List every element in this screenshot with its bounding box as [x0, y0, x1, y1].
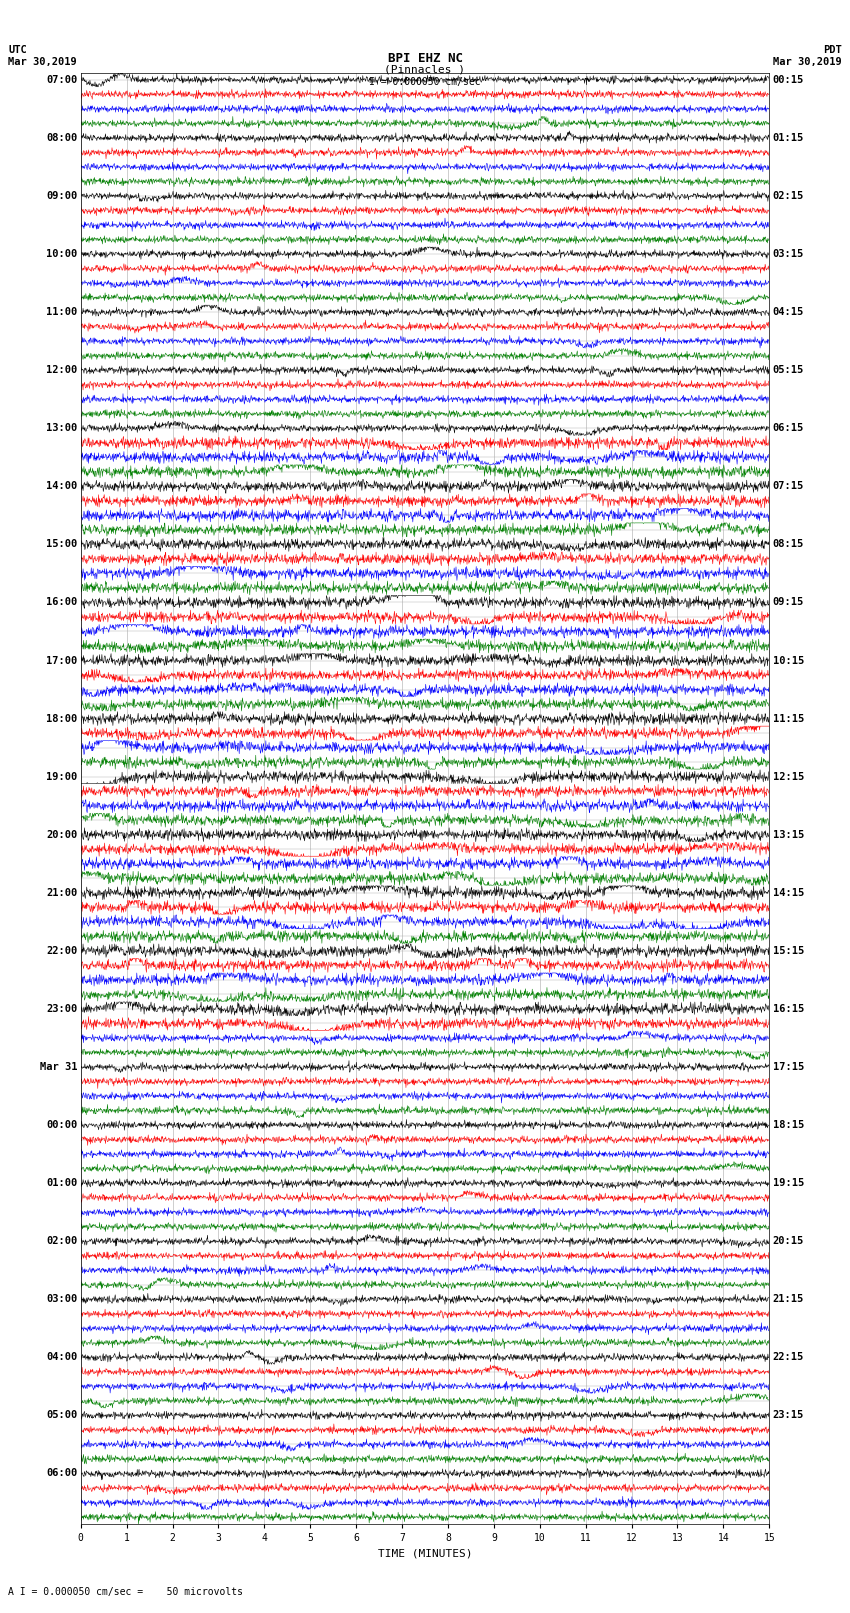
Text: 13:00: 13:00: [46, 423, 77, 434]
Text: 05:15: 05:15: [773, 365, 804, 376]
Text: 13:15: 13:15: [773, 829, 804, 840]
Text: 00:15: 00:15: [773, 74, 804, 85]
Text: 15:00: 15:00: [46, 539, 77, 550]
Text: 11:15: 11:15: [773, 713, 804, 724]
Text: 09:00: 09:00: [46, 190, 77, 202]
Text: 16:15: 16:15: [773, 1003, 804, 1015]
Text: 12:00: 12:00: [46, 365, 77, 376]
Text: (Pinnacles ): (Pinnacles ): [384, 65, 466, 74]
Text: 18:15: 18:15: [773, 1119, 804, 1131]
Text: 23:15: 23:15: [773, 1410, 804, 1421]
Text: 03:15: 03:15: [773, 248, 804, 260]
Text: 08:15: 08:15: [773, 539, 804, 550]
Text: 18:00: 18:00: [46, 713, 77, 724]
Text: 04:00: 04:00: [46, 1352, 77, 1363]
Text: 09:15: 09:15: [773, 597, 804, 608]
Text: 20:00: 20:00: [46, 829, 77, 840]
Text: PDT
Mar 30,2019: PDT Mar 30,2019: [773, 45, 842, 66]
Text: 05:00: 05:00: [46, 1410, 77, 1421]
Text: 02:15: 02:15: [773, 190, 804, 202]
Text: Mar 31: Mar 31: [40, 1061, 77, 1073]
Text: 01:00: 01:00: [46, 1177, 77, 1189]
Text: 03:00: 03:00: [46, 1294, 77, 1305]
Text: 17:15: 17:15: [773, 1061, 804, 1073]
Text: 07:00: 07:00: [46, 74, 77, 85]
Text: 19:00: 19:00: [46, 771, 77, 782]
Text: 00:00: 00:00: [46, 1119, 77, 1131]
Text: 04:15: 04:15: [773, 306, 804, 318]
X-axis label: TIME (MINUTES): TIME (MINUTES): [377, 1548, 473, 1558]
Text: 07:15: 07:15: [773, 481, 804, 492]
Text: 10:00: 10:00: [46, 248, 77, 260]
Text: 12:15: 12:15: [773, 771, 804, 782]
Text: 22:00: 22:00: [46, 945, 77, 957]
Text: 14:15: 14:15: [773, 887, 804, 898]
Text: 21:15: 21:15: [773, 1294, 804, 1305]
Text: 06:00: 06:00: [46, 1468, 77, 1479]
Text: 06:15: 06:15: [773, 423, 804, 434]
Text: 23:00: 23:00: [46, 1003, 77, 1015]
Text: A I = 0.000050 cm/sec =    50 microvolts: A I = 0.000050 cm/sec = 50 microvolts: [8, 1587, 243, 1597]
Text: BPI EHZ NC: BPI EHZ NC: [388, 52, 462, 65]
Text: 22:15: 22:15: [773, 1352, 804, 1363]
Text: 08:00: 08:00: [46, 132, 77, 144]
Text: 15:15: 15:15: [773, 945, 804, 957]
Text: 17:00: 17:00: [46, 655, 77, 666]
Text: 11:00: 11:00: [46, 306, 77, 318]
Text: 10:15: 10:15: [773, 655, 804, 666]
Text: 14:00: 14:00: [46, 481, 77, 492]
Text: UTC
Mar 30,2019: UTC Mar 30,2019: [8, 45, 77, 66]
Text: 19:15: 19:15: [773, 1177, 804, 1189]
Text: 01:15: 01:15: [773, 132, 804, 144]
Text: 20:15: 20:15: [773, 1236, 804, 1247]
Text: 02:00: 02:00: [46, 1236, 77, 1247]
Text: 21:00: 21:00: [46, 887, 77, 898]
Text: I = 0.000050 cm/sec: I = 0.000050 cm/sec: [369, 77, 481, 87]
Text: 16:00: 16:00: [46, 597, 77, 608]
